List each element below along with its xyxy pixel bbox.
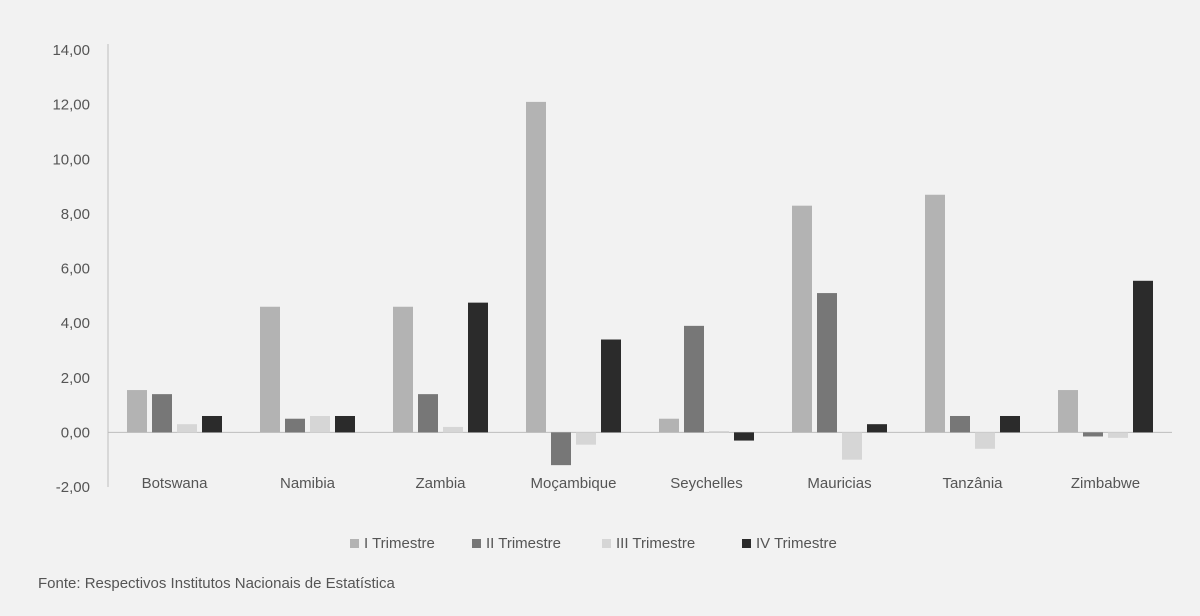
x-tick-label: Moçambique [531, 475, 617, 492]
legend-label: I Trimestre [364, 535, 435, 552]
legend-label: II Trimestre [486, 535, 561, 552]
legend-swatch [602, 539, 611, 548]
source-note: Fonte: Respectivos Institutos Nacionais … [38, 575, 395, 592]
y-tick-label: 12,00 [52, 97, 90, 114]
bar [842, 432, 862, 460]
bar [684, 325, 704, 433]
bar [950, 415, 970, 433]
bar [1083, 432, 1103, 437]
bar [152, 394, 172, 433]
legend-swatch [742, 539, 751, 548]
bar [468, 302, 488, 433]
y-tick-label: -2,00 [56, 479, 90, 496]
legend-label: IV Trimestre [756, 535, 837, 552]
bar [659, 418, 679, 433]
bar [1133, 280, 1153, 433]
bar [1108, 432, 1128, 438]
bar [734, 432, 754, 441]
bar [975, 432, 995, 449]
bar [260, 306, 280, 433]
y-tick-label: 10,00 [52, 151, 90, 168]
bar [601, 339, 621, 433]
bar [310, 415, 330, 433]
bar [709, 431, 729, 433]
legend-label: III Trimestre [616, 535, 695, 552]
bar [867, 424, 887, 433]
legend-swatch [472, 539, 481, 548]
bar [526, 101, 546, 433]
bar [202, 415, 222, 433]
y-tick-label: 14,00 [52, 42, 90, 59]
y-tick-label: 6,00 [61, 261, 90, 278]
y-tick-label: 0,00 [61, 424, 90, 441]
x-tick-label: Tanzânia [942, 475, 1003, 492]
x-tick-label: Mauricias [807, 475, 871, 492]
bar [443, 426, 463, 433]
bar [177, 424, 197, 433]
x-tick-label: Botswana [142, 475, 209, 492]
bar [418, 394, 438, 433]
bar [576, 432, 596, 445]
bar [335, 415, 355, 433]
bar [393, 306, 413, 433]
bar [792, 205, 812, 433]
x-tick-label: Zambia [415, 475, 466, 492]
x-tick-label: Zimbabwe [1071, 475, 1140, 492]
y-tick-label: 8,00 [61, 206, 90, 223]
bar [1058, 390, 1078, 433]
bar [925, 194, 945, 433]
x-tick-label: Namibia [280, 475, 336, 492]
x-tick-label: Seychelles [670, 475, 743, 492]
bar [551, 432, 571, 466]
bar [127, 390, 147, 433]
bar [1000, 415, 1020, 433]
y-tick-label: 4,00 [61, 315, 90, 332]
bar [817, 293, 837, 433]
bar [285, 418, 305, 433]
y-tick-label: 2,00 [61, 370, 90, 387]
legend-swatch [350, 539, 359, 548]
plot-background [20, 20, 1180, 540]
